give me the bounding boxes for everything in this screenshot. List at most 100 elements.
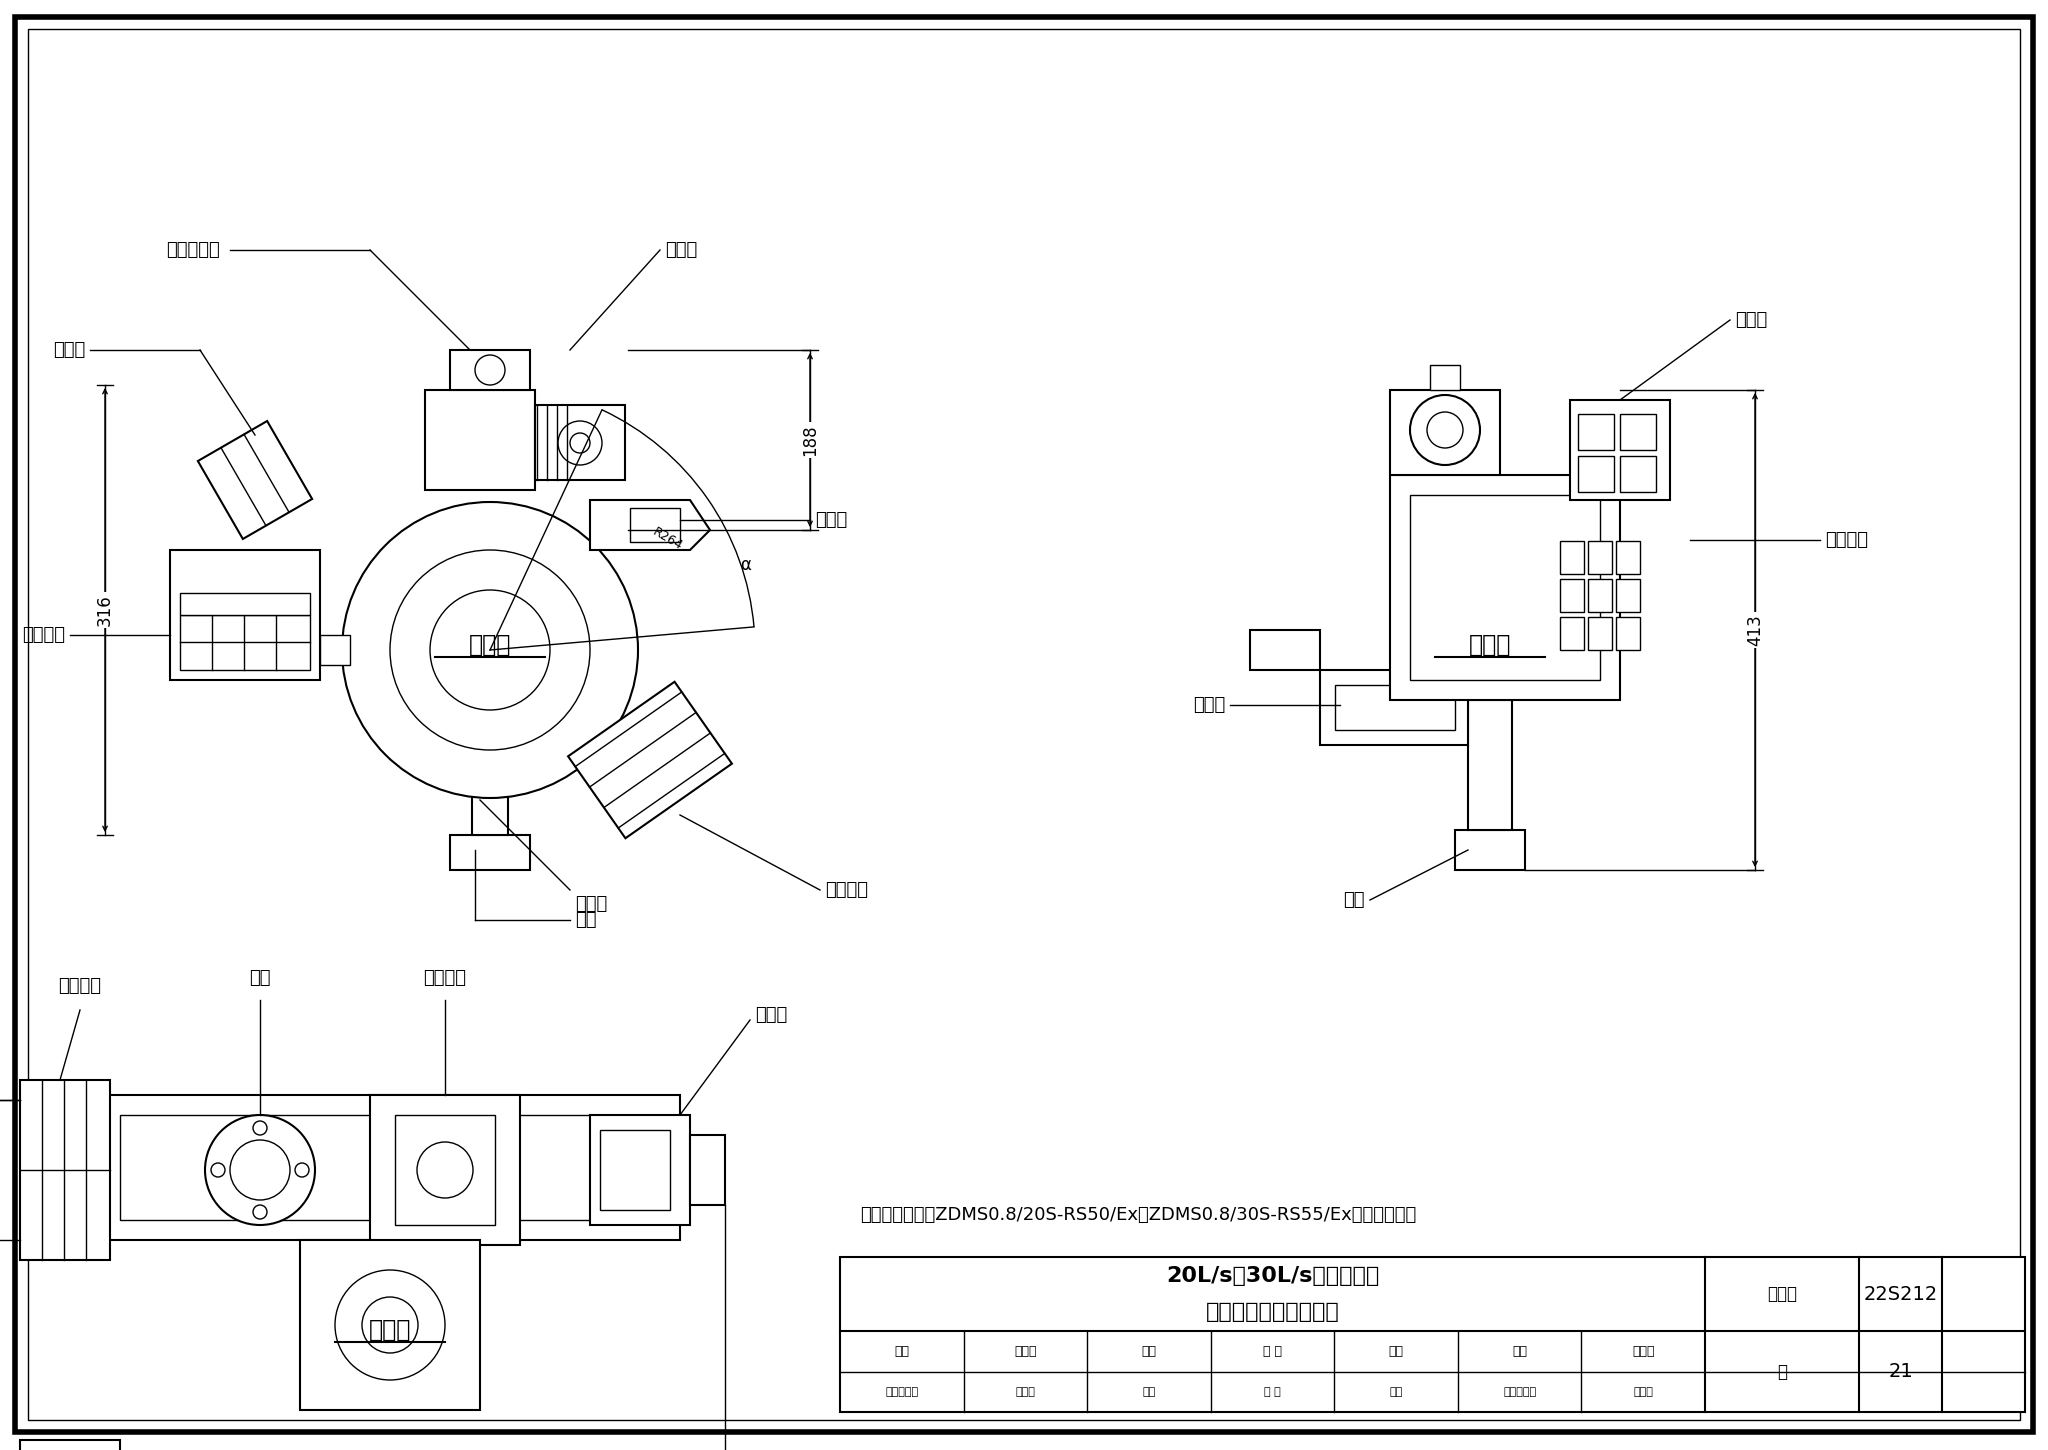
Circle shape bbox=[389, 550, 590, 750]
Text: 图像定位器: 图像定位器 bbox=[166, 241, 219, 260]
Bar bbox=[1321, 670, 1468, 745]
Bar bbox=[1571, 400, 1669, 500]
Text: 设计赵首权: 设计赵首权 bbox=[1503, 1386, 1536, 1396]
Bar bbox=[1616, 579, 1640, 612]
Bar bbox=[451, 835, 530, 870]
Text: 进水管: 进水管 bbox=[1192, 696, 1225, 713]
Text: 垂直电机: 垂直电机 bbox=[825, 882, 868, 899]
Bar bbox=[180, 593, 309, 615]
Text: 审核张立成: 审核张立成 bbox=[885, 1386, 918, 1396]
Bar bbox=[1561, 541, 1583, 574]
Bar bbox=[20, 1440, 121, 1450]
Bar bbox=[319, 635, 350, 666]
Bar bbox=[1579, 455, 1614, 492]
Circle shape bbox=[557, 420, 602, 465]
Text: 316: 316 bbox=[96, 594, 115, 626]
Text: 413: 413 bbox=[1747, 615, 1763, 645]
Circle shape bbox=[254, 1205, 266, 1219]
Bar bbox=[1249, 629, 1321, 670]
Text: 正视图: 正视图 bbox=[469, 634, 512, 657]
Bar bbox=[840, 1257, 2025, 1412]
Text: α: α bbox=[739, 555, 752, 574]
Circle shape bbox=[254, 1121, 266, 1135]
Bar bbox=[180, 615, 309, 670]
Circle shape bbox=[362, 1296, 418, 1353]
Text: 出水口: 出水口 bbox=[756, 1006, 786, 1024]
Bar bbox=[1587, 579, 1612, 612]
Circle shape bbox=[205, 1115, 315, 1225]
Text: 水平电机: 水平电机 bbox=[23, 626, 66, 644]
Circle shape bbox=[569, 434, 590, 452]
Text: 水平电机: 水平电机 bbox=[59, 977, 102, 995]
Text: 校对: 校对 bbox=[1141, 1346, 1157, 1359]
Bar bbox=[471, 715, 508, 835]
Bar bbox=[1620, 455, 1657, 492]
Text: 页: 页 bbox=[1778, 1363, 1788, 1380]
Bar bbox=[1620, 415, 1657, 450]
Bar bbox=[600, 1130, 670, 1209]
Circle shape bbox=[475, 355, 506, 386]
Text: 纽典: 纽典 bbox=[1389, 1346, 1403, 1359]
Bar bbox=[451, 349, 530, 390]
Circle shape bbox=[211, 1163, 225, 1177]
Bar bbox=[121, 1115, 659, 1219]
Bar bbox=[1409, 494, 1599, 680]
Text: 摄像头: 摄像头 bbox=[666, 241, 696, 260]
Bar bbox=[1391, 476, 1620, 700]
Bar bbox=[1468, 700, 1511, 829]
Circle shape bbox=[295, 1163, 309, 1177]
Text: 张立成: 张立成 bbox=[1014, 1346, 1036, 1359]
Bar bbox=[426, 390, 535, 490]
Text: 校对: 校对 bbox=[1143, 1386, 1155, 1396]
Text: 法兰: 法兰 bbox=[575, 911, 596, 929]
Bar bbox=[535, 405, 625, 480]
Bar bbox=[1391, 390, 1499, 476]
Text: 出水口: 出水口 bbox=[815, 510, 848, 529]
Text: 21: 21 bbox=[1888, 1362, 1913, 1382]
Text: 接线盒: 接线盒 bbox=[1735, 310, 1767, 329]
Bar bbox=[1587, 541, 1612, 574]
Text: 接线盒: 接线盒 bbox=[53, 341, 86, 360]
Circle shape bbox=[229, 1140, 291, 1201]
Text: 法兰: 法兰 bbox=[1343, 890, 1366, 909]
Text: 自动消防炮外形尺寸图: 自动消防炮外形尺寸图 bbox=[1206, 1302, 1339, 1322]
Text: 22S212: 22S212 bbox=[1864, 1285, 1937, 1304]
Circle shape bbox=[342, 502, 639, 798]
Circle shape bbox=[336, 1270, 444, 1380]
Bar bbox=[395, 1115, 496, 1225]
Bar bbox=[1616, 618, 1640, 650]
Text: 侧视图: 侧视图 bbox=[1468, 634, 1511, 657]
Text: 垂直电机: 垂直电机 bbox=[1825, 531, 1868, 550]
Text: R264: R264 bbox=[649, 525, 684, 552]
Text: 20L/s～30L/s防爆直立型: 20L/s～30L/s防爆直立型 bbox=[1165, 1266, 1378, 1286]
Bar bbox=[170, 550, 319, 680]
Text: 设计: 设计 bbox=[1511, 1346, 1528, 1359]
Text: 小育权: 小育权 bbox=[1634, 1386, 1653, 1396]
Bar bbox=[1430, 365, 1460, 390]
Bar bbox=[631, 507, 680, 542]
Polygon shape bbox=[567, 682, 731, 838]
Bar bbox=[1561, 579, 1583, 612]
Text: 电动推杆: 电动推杆 bbox=[424, 969, 467, 987]
Text: 法兰: 法兰 bbox=[250, 969, 270, 987]
Text: 注：本图适用于ZDMS0.8/20S-RS50/Ex、ZDMS0.8/30S-RS55/Ex自动消防炮。: 注：本图适用于ZDMS0.8/20S-RS50/Ex、ZDMS0.8/30S-R… bbox=[860, 1206, 1417, 1224]
Text: 赵首权: 赵首权 bbox=[1632, 1346, 1655, 1359]
Text: 纽典: 纽典 bbox=[1389, 1386, 1403, 1396]
Bar bbox=[1587, 618, 1612, 650]
Text: 审核: 审核 bbox=[895, 1346, 909, 1359]
Bar bbox=[1579, 415, 1614, 450]
Circle shape bbox=[430, 590, 551, 710]
Text: 张 奥: 张 奥 bbox=[1264, 1346, 1282, 1359]
Circle shape bbox=[1409, 394, 1481, 465]
Bar bbox=[1335, 684, 1454, 729]
Text: 188: 188 bbox=[801, 425, 819, 455]
Bar bbox=[1454, 829, 1526, 870]
Circle shape bbox=[1427, 412, 1462, 448]
Bar bbox=[590, 1115, 690, 1225]
Bar bbox=[299, 1240, 479, 1409]
Bar bbox=[371, 1095, 520, 1246]
Text: 俯视图: 俯视图 bbox=[369, 1318, 412, 1343]
Text: 进水管: 进水管 bbox=[575, 895, 608, 914]
Bar bbox=[690, 1135, 725, 1205]
Bar bbox=[100, 1095, 680, 1240]
